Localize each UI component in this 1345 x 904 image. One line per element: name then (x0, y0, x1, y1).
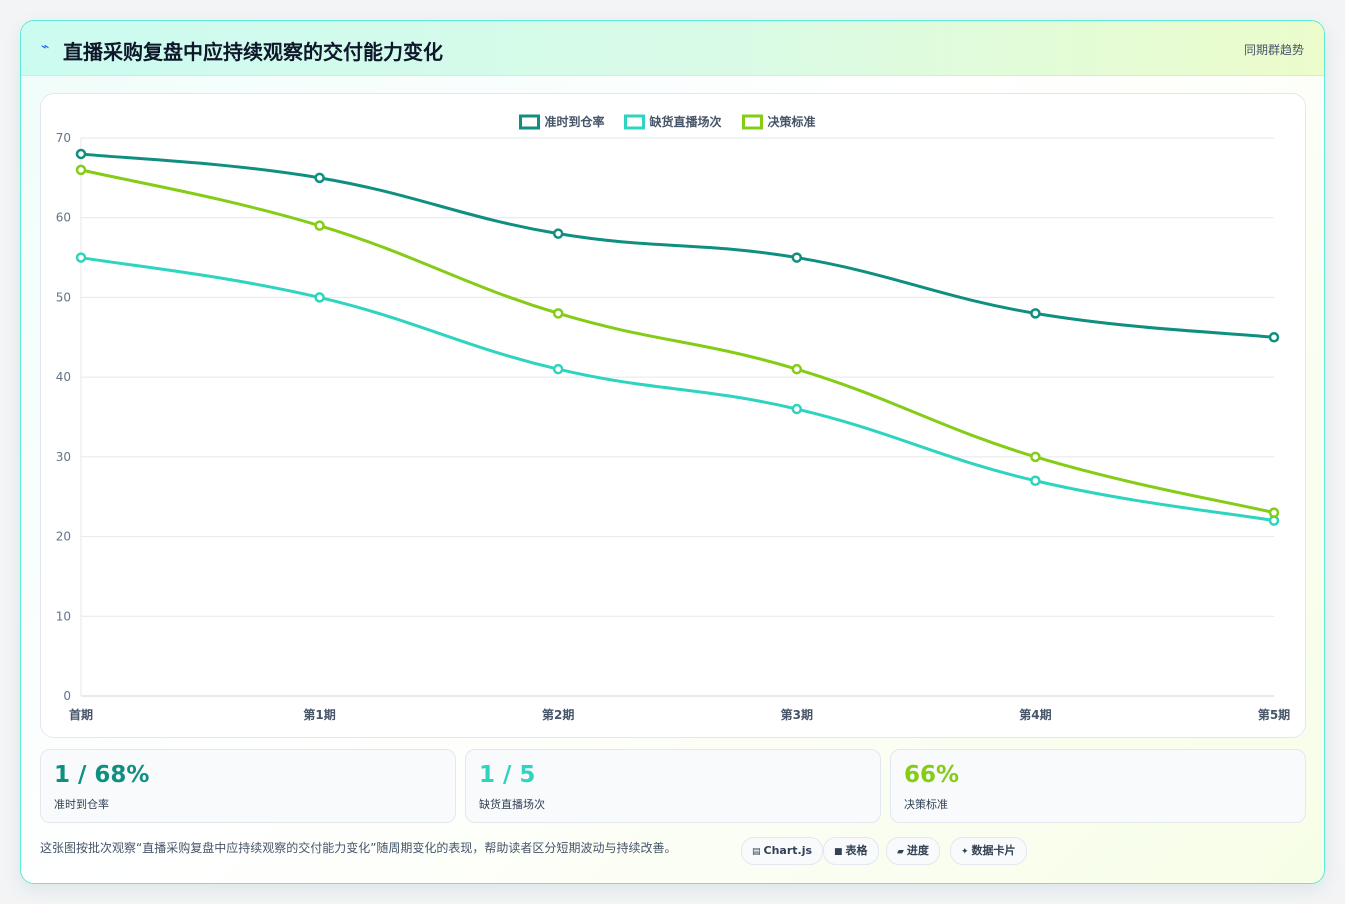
series-line-1 (80, 152, 1275, 339)
legend-label: 缺货直播场次 (650, 114, 722, 129)
pill-label: 表格 (845, 844, 868, 857)
data-point (552, 363, 564, 375)
series-line-2 (80, 256, 1275, 523)
x-tick-label: 第3期 (781, 707, 813, 722)
stat-card-stockout: 1 / 5 缺货直播场次 (465, 749, 881, 823)
data-point (552, 228, 564, 239)
legend-swatch (624, 114, 645, 130)
pill-label: 进度 (906, 844, 929, 857)
card-icon: ✦ (961, 847, 969, 857)
stat-value: 1 / 5 (479, 762, 536, 788)
pill-table[interactable]: ■ 表格 (823, 837, 879, 865)
y-tick-label: 30 (56, 450, 71, 464)
chart-card: ⌁ 直播采购复盘中应持续观察的交付能力变化 同期群趋势 0 10 20 30 40 50 6… (20, 20, 1325, 884)
y-tick-label: 70 (56, 131, 71, 145)
data-point (1030, 475, 1041, 487)
data-point (791, 403, 803, 415)
stat-card-on-time: 1 / 68% 准时到仓率 (40, 749, 456, 823)
data-point (791, 363, 803, 375)
card-header: ⌁ 直播采购复盘中应持续观察的交付能力变化 同期群趋势 (21, 21, 1324, 76)
stat-label: 缺货直播场次 (479, 798, 545, 811)
data-point (75, 252, 87, 263)
data-point (314, 220, 325, 231)
series-line-3 (80, 168, 1275, 515)
stat-label: 决策标准 (904, 798, 948, 811)
y-tick-label: 20 (56, 530, 71, 544)
stat-card-decision: 66% 决策标准 (890, 749, 1306, 823)
pill-data-card[interactable]: ✦ 数据卡片 (950, 837, 1027, 865)
line-chart: 0 10 20 30 40 50 60 70 首期 第1期 第2期 第3期 第4期 第5期 准时到仓率 缺货直… (56, 114, 1290, 722)
legend-swatch (742, 114, 763, 130)
legend-label: 准时到仓率 (545, 114, 605, 129)
data-point (1268, 507, 1280, 518)
data-point (314, 172, 325, 184)
table-icon: ■ (834, 847, 843, 857)
data-point (552, 308, 564, 319)
x-tick-label: 第4期 (1019, 707, 1051, 722)
y-tick-label: 0 (63, 689, 71, 703)
chart-description: 这张图按批次观察“直播采购复盘中应持续观察的交付能力变化”随周期变化的表现，帮助… (40, 841, 677, 855)
legend-label: 决策标准 (768, 114, 816, 129)
chart-icon: ▤ (752, 847, 761, 857)
data-point (1030, 308, 1041, 319)
x-tick-label: 第1期 (303, 707, 335, 722)
y-tick-label: 40 (56, 370, 71, 384)
data-point (75, 148, 87, 160)
pill-progress[interactable]: ▰ 进度 (886, 837, 940, 865)
pill-label: Chart.js (763, 844, 813, 857)
progress-icon: ▰ (897, 847, 904, 857)
stat-value: 66% (904, 762, 960, 788)
x-tick-label: 第5期 (1258, 707, 1290, 722)
stat-value: 1 / 68% (54, 762, 150, 788)
x-tick-label: 第2期 (542, 707, 574, 722)
trend-tag: 同期群趋势 (1243, 43, 1304, 57)
lightning-icon: ⌁ (41, 39, 50, 55)
page-title: 直播采购复盘中应持续观察的交付能力变化 (63, 40, 443, 64)
stat-label: 准时到仓率 (54, 798, 109, 811)
y-tick-label: 10 (56, 609, 71, 623)
data-point (75, 164, 87, 176)
x-tick-label: 首期 (69, 707, 93, 722)
chart-container: 0 10 20 30 40 50 60 70 首期 第1期 第2期 第3期 第4期 第5期 准时到仓率 缺货直… (40, 93, 1306, 738)
data-point (314, 292, 325, 303)
y-tick-label: 60 (56, 211, 71, 225)
data-point (791, 252, 803, 263)
y-tick-label: 50 (56, 290, 71, 304)
pill-chartjs[interactable]: ▤ Chart.js (741, 837, 824, 865)
data-point (1268, 332, 1280, 343)
data-point (1030, 451, 1041, 463)
legend-swatch (519, 114, 540, 130)
pill-label: 数据卡片 (971, 844, 1016, 857)
